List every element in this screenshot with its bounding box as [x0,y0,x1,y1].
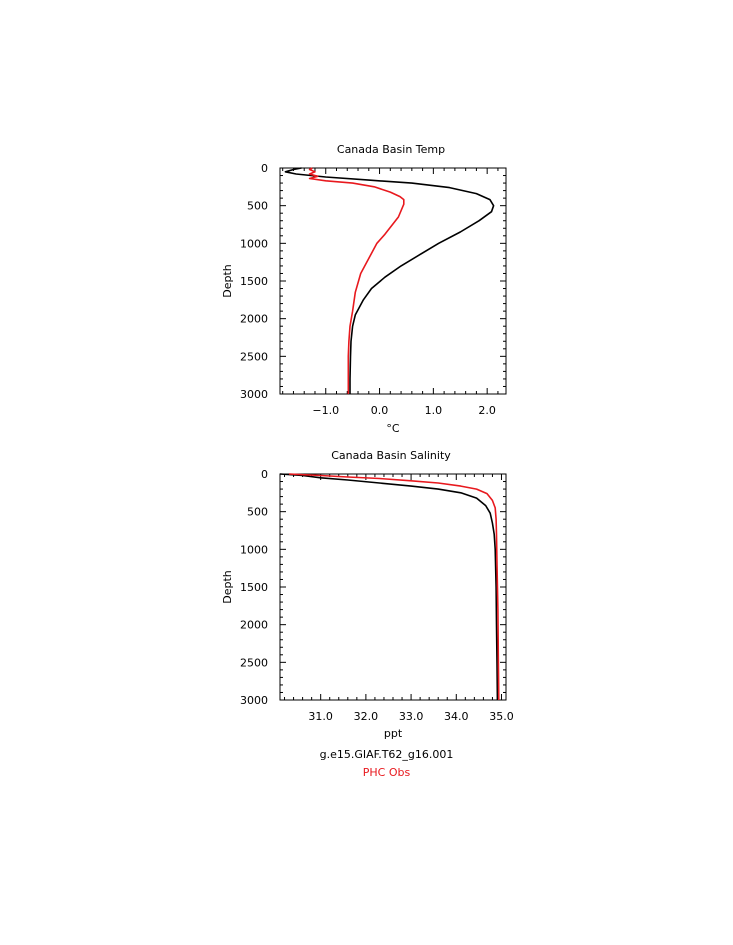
temp-y-axis-label: Depth [221,264,234,298]
salinity-x-tick-label: 35.0 [489,710,514,723]
temp-x-tick-label: 0.0 [371,404,389,417]
temp-x-tick-label: −1.0 [312,404,339,417]
temp-panel: Canada Basin Temp 0 500 1000 1500 2000 2500 30… [221,143,507,435]
salinity-y-tick-label: 1500 [240,581,268,594]
salinity-y-tick-label: 2500 [240,656,268,669]
salinity-series-line-model [279,473,499,701]
salinity-y-tick-label: 3000 [240,694,268,707]
salinity-x-tick-label: 34.0 [444,710,469,723]
legend-model-label: g.e15.GIAF.T62_g16.001 [319,748,454,761]
salinity-panel: Canada Basin Salinity 0 500 1000 1500 2000 25… [221,449,514,740]
temp-y-tick-label: 2500 [240,350,268,363]
salinity-y-tick-label: 2000 [240,619,268,632]
salinity-chart-title: Canada Basin Salinity [331,449,451,462]
temp-y-tick-label: 3000 [240,388,268,401]
temp-y-tick-label: 1000 [240,237,268,250]
temp-y-tick-label: 500 [247,200,268,213]
temp-x-axis-label: °C [386,422,400,435]
temp-series-line-model [284,167,495,394]
salinity-y-axis-label: Depth [221,570,234,604]
salinity-series-line-obs [288,473,500,701]
salinity-x-axis-label: ppt [384,727,403,740]
salinity-axis-ticks: 0 500 1000 1500 2000 2500 3000 31.0 32.0 33.0 34.0… [240,468,514,723]
salinity-x-tick-label: 33.0 [399,710,424,723]
salinity-y-tick-label: 500 [247,506,268,519]
salinity-x-tick-label: 32.0 [354,710,379,723]
salinity-y-tick-label: 0 [261,468,268,481]
salinity-y-tick-label: 1000 [240,543,268,556]
temp-series-line-obs [308,167,405,394]
temp-x-tick-label: 1.0 [425,404,443,417]
salinity-x-tick-label: 31.0 [308,710,333,723]
salinity-plot-frame [279,473,507,701]
temp-y-tick-label: 2000 [240,313,268,326]
temp-chart-title: Canada Basin Temp [337,143,445,156]
temp-y-tick-label: 0 [261,162,268,175]
temp-series-lines [284,167,495,394]
temp-x-tick-label: 2.0 [478,404,496,417]
legend-obs-label: PHC Obs [362,766,411,779]
temp-axis-ticks: 0 500 1000 1500 2000 2500 3000 −1.0 0.0 1.0 2.0 [240,162,506,417]
temp-plot-frame [279,167,507,395]
temp-y-tick-label: 1500 [240,275,268,288]
salinity-series-lines [279,473,500,701]
